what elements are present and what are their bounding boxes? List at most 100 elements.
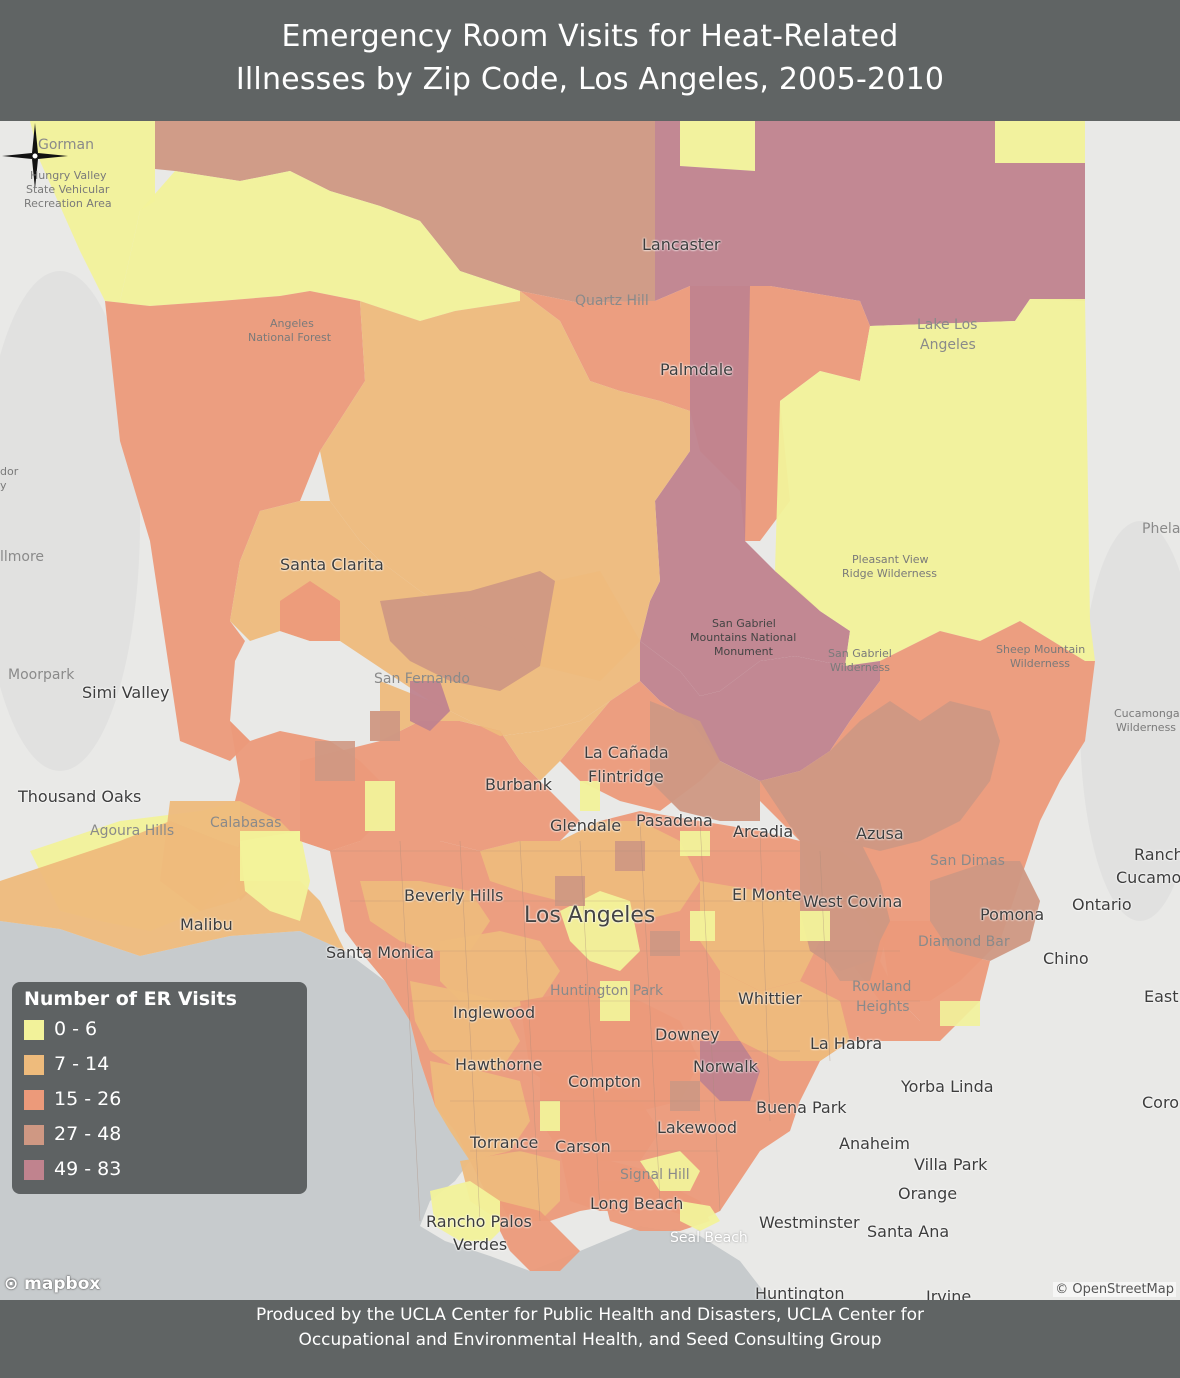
region-yellow-block: [690, 911, 715, 941]
compass-rose-icon: [2, 123, 68, 189]
region-yellow-block: [540, 1101, 560, 1131]
mapbox-logo-icon: ⊙: [4, 1274, 19, 1294]
place-label: La Habra: [810, 1034, 883, 1053]
place-label: Anaheim: [839, 1134, 910, 1153]
place-label: Wilderness: [830, 661, 891, 674]
place-label: Lancaster: [642, 235, 721, 254]
legend-label: 27 - 48: [54, 1123, 122, 1145]
place-label: Sheep Mountain: [996, 643, 1086, 656]
place-label: Angeles: [270, 317, 314, 330]
region-yellow-block: [800, 911, 830, 941]
legend-label: 0 - 6: [54, 1018, 98, 1040]
place-label: Angeles: [920, 337, 976, 353]
place-label: Flintridge: [588, 767, 664, 786]
region-inglewood: [410, 981, 520, 1071]
region-lancaster-north: [680, 121, 1085, 171]
region-angeles-nf-west: [105, 291, 365, 761]
region-seal-beach: [680, 1201, 720, 1231]
place-label: National Forest: [248, 331, 332, 344]
place-label: Malibu: [180, 915, 233, 934]
place-label: Ranch: [1134, 845, 1180, 864]
place-label: Compton: [568, 1072, 641, 1091]
legend-label: 7 - 14: [54, 1053, 110, 1075]
region-purple-block: [670, 1081, 700, 1111]
region-west-antelope: [105, 171, 520, 321]
place-label: Long Beach: [590, 1194, 684, 1213]
place-label: Santa Monica: [326, 943, 435, 962]
region-sfv-block: [315, 741, 355, 781]
place-label: Orange: [898, 1184, 958, 1203]
footer: Produced by the UCLA Center for Public H…: [0, 1300, 1180, 1378]
place-label: Arcadia: [733, 822, 794, 841]
place-label: Verdes: [453, 1235, 508, 1254]
title-line-1: Emergency Room Visits for Heat-Related: [281, 19, 899, 54]
terrain-shade: [0, 271, 140, 771]
osm-attribution[interactable]: © OpenStreetMap: [1053, 1282, 1176, 1297]
region-pomona: [930, 861, 1040, 961]
place-label: Lakewood: [657, 1118, 738, 1137]
place-label: El Monte: [732, 885, 802, 904]
place-label: Palmdale: [660, 360, 734, 379]
title-bar: Emergency Room Visits for Heat-Related I…: [0, 0, 1180, 121]
mapbox-logo-text: mapbox: [24, 1274, 101, 1294]
region-palos-verdes: [430, 1181, 510, 1241]
region-yellow-block: [680, 831, 710, 856]
place-label: Gorman: [38, 137, 95, 153]
place-label: Cucamonga: [1114, 707, 1180, 720]
region-diamond-bar: [880, 921, 990, 1021]
place-label: East: [1144, 987, 1179, 1006]
legend-swatch: [24, 1125, 44, 1145]
legend-swatch: [24, 1160, 44, 1180]
place-label: San Gabriel: [712, 617, 776, 630]
place-label: Pleasant View: [852, 553, 929, 566]
place-label: Westminster: [759, 1213, 860, 1232]
region-hawthorne: [430, 1061, 530, 1161]
footer-line-2: Occupational and Environmental Health, a…: [298, 1330, 882, 1350]
region-pasadena: [650, 701, 760, 821]
region-whittier: [720, 971, 850, 1061]
place-label: Buena Park: [756, 1098, 847, 1117]
region-purple-block: [555, 876, 585, 906]
place-label: Calabasas: [210, 815, 282, 831]
region-gorman: [30, 121, 155, 301]
map-canvas[interactable]: [0, 121, 1180, 1300]
place-label: Hungry Valley: [30, 169, 107, 182]
place-label: Santa Ana: [867, 1222, 950, 1241]
region-purple-block: [650, 931, 680, 956]
place-label: Moorpark: [8, 667, 75, 683]
place-label: Signal Hill: [620, 1167, 690, 1183]
place-label: Pomona: [980, 905, 1045, 924]
place-label: Huntington Park: [550, 983, 664, 999]
place-label: Pasadena: [636, 811, 713, 830]
place-label: Coro: [1142, 1093, 1179, 1112]
place-label: Thousand Oaks: [18, 787, 142, 806]
place-label: Rowland: [852, 979, 912, 995]
region-palmdale-core: [640, 286, 850, 696]
region-compton: [540, 1071, 660, 1161]
place-label: Los Angeles: [524, 903, 656, 928]
place-label: Rancho Palos: [426, 1212, 532, 1231]
place-label: Carson: [555, 1137, 611, 1156]
place-label: State Vehicular: [26, 183, 110, 196]
place-label: Simi Valley: [82, 683, 170, 702]
place-label: Hawthorne: [455, 1055, 543, 1074]
mapbox-logo[interactable]: ⊙ mapbox: [4, 1274, 100, 1294]
place-label: Monument: [714, 645, 773, 658]
place-label: Ontario: [1072, 895, 1132, 914]
place-label: Cucamo: [1116, 868, 1180, 887]
place-label: Heights: [856, 999, 910, 1015]
region-lancaster: [655, 121, 1085, 326]
region-beverly: [360, 881, 490, 951]
place-label: Phela: [1142, 521, 1180, 537]
terrain-shade: [1080, 521, 1180, 921]
place-label: West Covina: [803, 892, 903, 911]
place-label: Burbank: [485, 775, 553, 794]
place-label: Huntington: [755, 1284, 845, 1300]
region-purple-block: [615, 841, 645, 871]
choropleth-map[interactable]: Lancaster Palmdale Quartz Hill Lake Los …: [0, 121, 1180, 1300]
footer-line-1: Produced by the UCLA Center for Public H…: [256, 1305, 924, 1325]
region-el-monte: [700, 881, 820, 991]
region-rowland: [820, 901, 880, 981]
region-east-yellow: [940, 1001, 980, 1026]
